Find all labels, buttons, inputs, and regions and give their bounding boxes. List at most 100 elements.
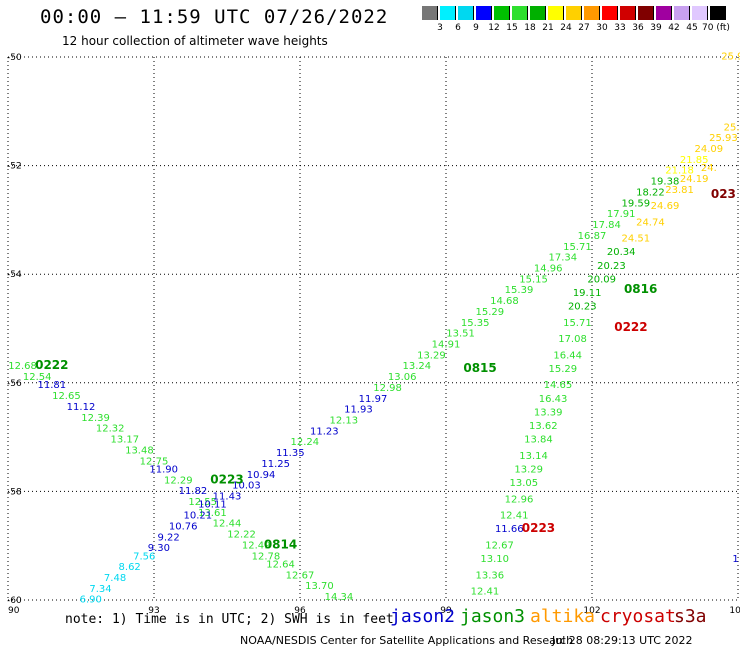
swh-value: 10.03 — [232, 481, 261, 492]
color-scale-label: 24 — [560, 23, 572, 33]
swh-value: 17.34 — [548, 253, 577, 264]
swh-value: 8.62 — [119, 562, 141, 573]
x-tick-label: 96 — [294, 606, 306, 616]
color-scale-label: 3 — [437, 23, 443, 33]
track-time-label: 023 — [711, 187, 736, 201]
swh-value: 13.24 — [402, 361, 431, 372]
swh-value: 11.90 — [149, 464, 178, 475]
swh-value: 12.54 — [23, 372, 52, 383]
swh-value: 20.23 — [597, 261, 626, 272]
swh-value: 12.65 — [52, 391, 81, 402]
swh-value: 25.93 — [709, 133, 738, 144]
swh-value: 24.51 — [621, 234, 650, 245]
swh-value: 12.24 — [291, 437, 320, 448]
swh-value: 13.84 — [524, 435, 553, 446]
track-time-label: 0222 — [35, 358, 68, 372]
x-tick-label: 102 — [583, 606, 600, 616]
swh-value: 15.15 — [519, 274, 548, 285]
swh-value: 17.84 — [592, 220, 621, 231]
color-scale-label: 42 — [668, 23, 680, 33]
swh-value: 12.22 — [227, 530, 256, 541]
swh-value: 24. — [701, 163, 717, 174]
color-swatch — [458, 6, 474, 20]
footer-note: note: 1) Time is in UTC; 2) SWH is in fe… — [65, 612, 394, 627]
y-tick-label: -52 — [7, 162, 22, 172]
x-tick-label: 99 — [440, 606, 452, 616]
swh-value: 12.67 — [286, 570, 315, 581]
color-swatch — [494, 6, 510, 20]
swh-value: 11.43 — [213, 492, 242, 503]
swh-value: 11.82 — [179, 486, 208, 497]
color-swatch — [620, 6, 636, 20]
swh-value: 14.34 — [325, 592, 354, 603]
swh-value: 13.36 — [475, 570, 504, 581]
legend-s3a: s3a — [674, 606, 707, 627]
color-swatch — [566, 6, 582, 20]
x-tick-label: 105 — [729, 606, 740, 616]
swh-value: 9.30 — [148, 543, 170, 554]
legend-altika: altika — [530, 606, 596, 627]
color-swatch — [512, 6, 528, 20]
swh-value: 13.06 — [388, 372, 417, 383]
swh-value: 12.39 — [81, 413, 110, 424]
color-scale-label: 30 — [596, 23, 608, 33]
swh-value: 13.05 — [510, 478, 539, 489]
swh-value: 19.38 — [651, 177, 680, 188]
swh-value: 10.94 — [247, 470, 276, 481]
swh-value: 12.78 — [252, 551, 281, 562]
swh-value: 11.35 — [276, 448, 305, 459]
swh-value: 13.62 — [529, 421, 558, 432]
swh-value: 12.55 — [188, 497, 217, 508]
swh-value: 20.34 — [607, 247, 636, 258]
swh-value: 1 — [732, 554, 738, 565]
swh-value: 20.09 — [587, 274, 616, 285]
swh-value: 11.81 — [37, 380, 66, 391]
color-swatch — [674, 6, 690, 20]
swh-value: 12.96 — [505, 494, 534, 505]
color-scale-label: 18 — [524, 23, 536, 33]
timestamp: Jul 28 08:29:13 UTC 2022 — [552, 634, 693, 647]
swh-value: 11.12 — [67, 402, 96, 413]
swh-value: 9.22 — [157, 532, 179, 543]
swh-value: 18.22 — [636, 187, 665, 198]
color-scale-label: 27 — [578, 23, 590, 33]
swh-value: 13.29 — [417, 350, 446, 361]
swh-value: 11.25 — [261, 459, 290, 470]
swh-value: 15.71 — [563, 242, 592, 253]
legend-jason3: jason3 — [460, 606, 526, 627]
swh-value: 10.76 — [169, 521, 198, 532]
swh-value: 15.35 — [461, 318, 490, 329]
color-scale-label: 39 — [650, 23, 662, 33]
swh-value: 21.85 — [680, 155, 709, 166]
color-scale-label: 21 — [542, 23, 554, 33]
swh-value: 13.29 — [514, 464, 543, 475]
swh-value: 11.97 — [359, 394, 388, 405]
swh-value: 16.43 — [539, 394, 568, 405]
swh-value: 23.81 — [665, 185, 694, 196]
swh-value: 15.29 — [475, 307, 504, 318]
color-scale-label: 33 — [614, 23, 626, 33]
page-title: 00:00 – 11:59 UTC 07/26/2022 — [40, 6, 389, 28]
color-swatch — [422, 6, 438, 20]
swh-value: 11.93 — [344, 405, 373, 416]
y-tick-label: -50 — [7, 53, 22, 63]
y-tick-label: -58 — [7, 487, 22, 497]
swh-value: 11.23 — [310, 426, 339, 437]
swh-value: 14.91 — [432, 340, 461, 351]
swh-value: 13.48 — [125, 445, 154, 456]
swh-value: 21.18 — [665, 166, 694, 177]
swh-value: 19.59 — [621, 198, 650, 209]
color-scale-label: 15 — [506, 23, 518, 33]
swh-value: 10.11 — [198, 500, 227, 511]
swh-value: 12.68 — [8, 361, 37, 372]
track-time-label: 0223 — [210, 472, 243, 486]
color-swatch — [638, 6, 654, 20]
x-tick-label: 93 — [148, 606, 159, 616]
credit-line: NOAA/NESDIS Center for Satellite Applica… — [240, 634, 574, 647]
color-swatch — [602, 6, 618, 20]
color-swatch — [476, 6, 492, 20]
color-swatch — [584, 6, 600, 20]
swh-value: 13.10 — [480, 554, 509, 565]
track-time-label: 0814 — [264, 537, 297, 551]
color-swatch — [440, 6, 456, 20]
